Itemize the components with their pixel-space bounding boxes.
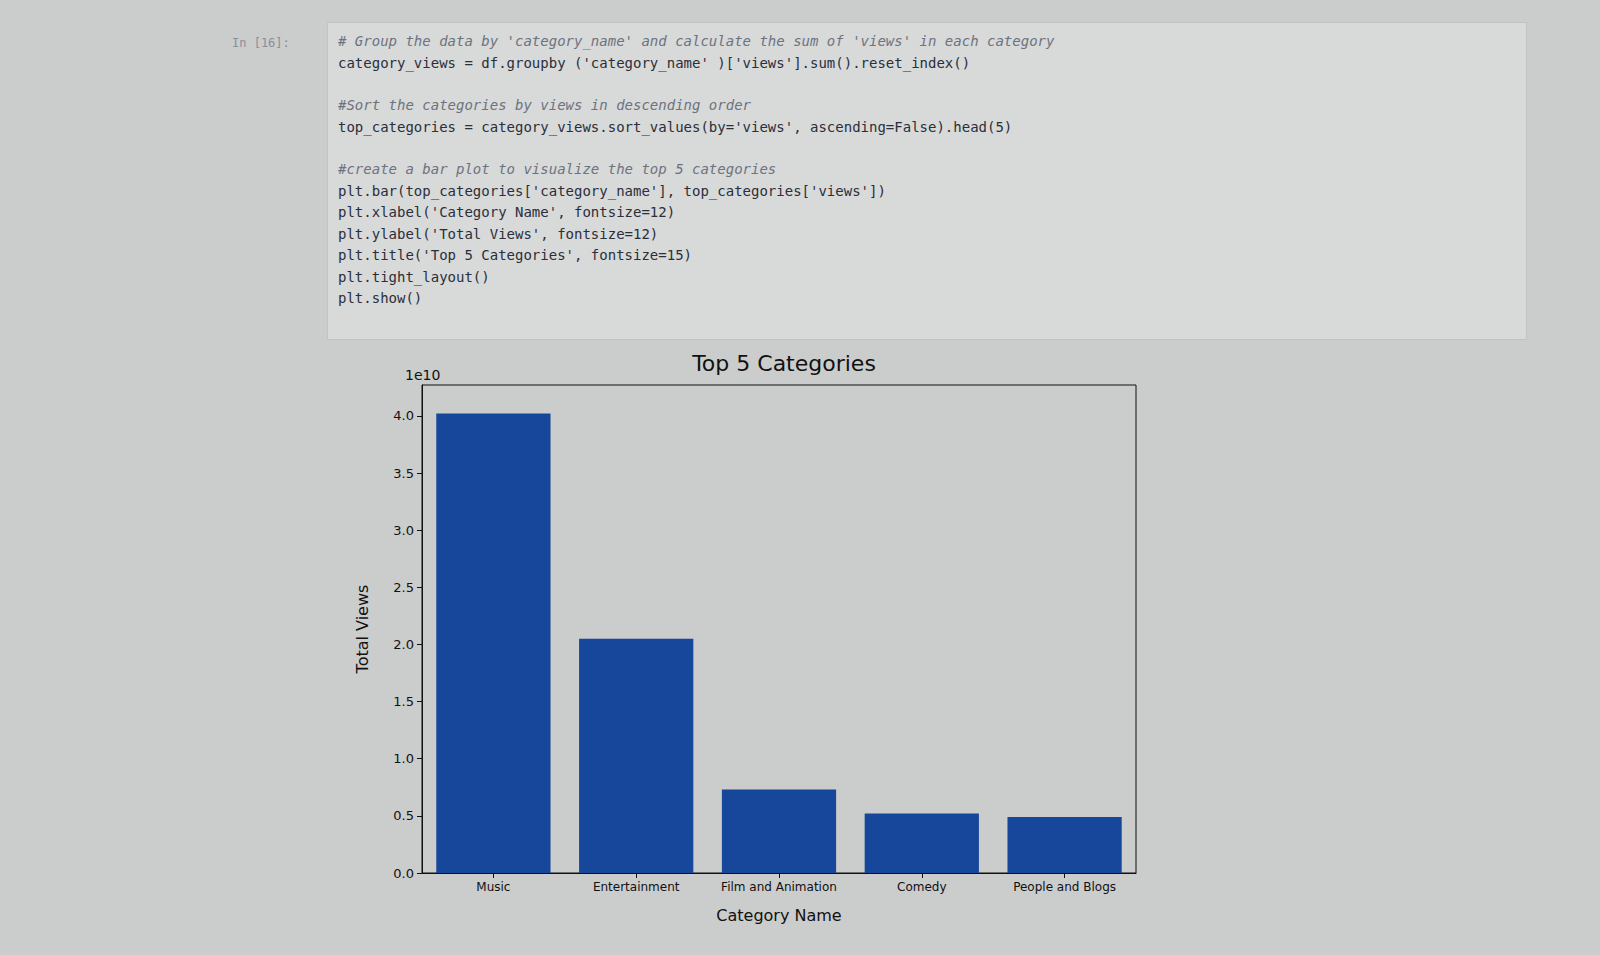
svg-text:Entertainment: Entertainment xyxy=(593,880,680,894)
svg-text:4.0: 4.0 xyxy=(393,408,414,423)
html-text:# Group the data by 'category_: # Group the data by 'category_name' and … xyxy=(338,33,1055,49)
svg-text:Music: Music xyxy=(476,880,510,894)
svg-text:Film and Animation: Film and Animation xyxy=(721,880,837,894)
svg-text:Top 5 Categories: Top 5 Categories xyxy=(691,351,876,376)
html-text:plt.show(): plt.show() xyxy=(338,290,423,306)
html-text:In [16]:: In [16]: xyxy=(232,36,290,50)
svg-text:Comedy: Comedy xyxy=(897,880,947,894)
html-text:plt.title('Top 5 Categories',: plt.title('Top 5 Categories', fontsize=1… xyxy=(338,247,692,263)
svg-text:Total Views: Total Views xyxy=(353,585,372,675)
svg-text:3.5: 3.5 xyxy=(393,466,414,481)
svg-text:2.5: 2.5 xyxy=(393,580,414,595)
html-text:plt.tight_layout(): plt.tight_layout() xyxy=(338,268,490,285)
svg-text:1.0: 1.0 xyxy=(393,751,414,766)
svg-text:3.0: 3.0 xyxy=(393,523,414,538)
html-text:#create a bar plot to visualiz: #create a bar plot to visualize the top … xyxy=(338,161,777,177)
html-text:plt.bar(top_categories['catego: plt.bar(top_categories['category_name'],… xyxy=(338,182,886,199)
svg-text:2.0: 2.0 xyxy=(393,637,414,652)
html-text:category_views = df.groupby (': category_views = df.groupby ('category_n… xyxy=(338,54,971,71)
svg-text:1.5: 1.5 xyxy=(393,694,414,709)
svg-text:People and Blogs: People and Blogs xyxy=(1013,880,1116,894)
html-text:top_categories = category_view: top_categories = category_views.sort_val… xyxy=(338,118,1013,135)
svg-text:0.5: 0.5 xyxy=(393,808,414,823)
svg-text:0.0: 0.0 xyxy=(393,866,414,881)
svg-text:Category Name: Category Name xyxy=(716,906,841,925)
html-text:plt.ylabel('Total Views', font: plt.ylabel('Total Views', fontsize=12) xyxy=(338,225,659,242)
html-text:plt.xlabel('Category Name', fo: plt.xlabel('Category Name', fontsize=12) xyxy=(338,204,676,220)
html-text:#Sort the categories by views: #Sort the categories by views in descend… xyxy=(338,97,751,113)
svg-text:1e10: 1e10 xyxy=(405,367,440,383)
